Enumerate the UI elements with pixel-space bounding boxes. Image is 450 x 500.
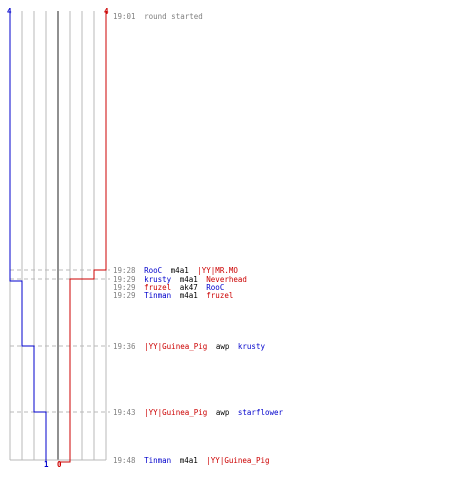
blue-end-count: 1 (44, 460, 49, 469)
event-time: 19:29 (113, 291, 136, 300)
red-start-count: 4 (104, 7, 109, 16)
event-time: 19:36 (113, 342, 136, 351)
svg-text:19:29 krusty m: 19:29 krusty m4a1 Neverhead (113, 275, 247, 284)
red-end-count: 0 (57, 460, 62, 469)
event-row: 19:43 |YY|Guinea_Pig awp starflower (113, 408, 284, 417)
event-killer: |YY|Guinea_Pig (144, 408, 207, 417)
event-killer: krusty (144, 275, 172, 284)
event-killer: Tinman (144, 291, 171, 300)
timeline-grid (9, 11, 107, 461)
event-victim: Neverhead (206, 275, 247, 284)
svg-text:19:48 Tinman m: 19:48 Tinman m4a1 |YY|Guinea_Pig (113, 456, 270, 465)
event-time: 19:29 (113, 275, 136, 284)
event-weapon: awp (216, 408, 230, 417)
svg-text:19:28 RooC m4a: 19:28 RooC m4a1 |YY|MR.MO (113, 266, 238, 275)
event-victim: fruzel (206, 291, 233, 300)
event-time: 19:28 (113, 266, 136, 275)
event-killer: |YY|Guinea_Pig (144, 342, 207, 351)
event-row: 19:28 RooC m4a1 |YY|MR.MO (113, 266, 238, 275)
event-victim: |YY|MR.MO (197, 266, 238, 275)
svg-text:19:01 round started: 19:01 round started (113, 12, 203, 21)
event-weapon: m4a1 (180, 291, 198, 300)
event-row: 19:29 Tinman m4a1 fruzel (113, 291, 233, 300)
event-weapon: ak47 (180, 283, 198, 292)
red-team-alive-line (58, 11, 107, 463)
event-time: 19:43 (113, 408, 136, 417)
event-text: round started (144, 12, 203, 21)
event-weapon: m4a1 (180, 275, 198, 284)
event-row: 19:48 Tinman m4a1 |YY|Guinea_Pig (113, 456, 270, 465)
event-victim: starflower (238, 408, 284, 417)
event-log: 19:01 round started 19:28 RooC m4a1 |YY|… (113, 12, 284, 465)
svg-text:19:43 |YY|Guinea_Pig: 19:43 |YY|Guinea_Pig awp starflower (113, 408, 284, 417)
event-time: 19:48 (113, 456, 136, 465)
event-killer: fruzel (144, 283, 171, 292)
svg-text:19:29 fruzel a: 19:29 fruzel ak47 RooC (113, 283, 224, 292)
event-victim: krusty (238, 342, 266, 351)
event-weapon: m4a1 (180, 456, 198, 465)
event-row: 19:29 krusty m4a1 Neverhead (113, 275, 247, 284)
event-time: 19:01 (113, 12, 136, 21)
event-killer: RooC (144, 266, 162, 275)
blue-team-alive-line (9, 11, 47, 462)
svg-text:19:36 |YY|Guinea_Pig: 19:36 |YY|Guinea_Pig awp krusty (113, 342, 265, 351)
event-victim: RooC (206, 283, 224, 292)
event-victim: |YY|Guinea_Pig (206, 456, 269, 465)
event-weapon: awp (216, 342, 230, 351)
event-connectors (10, 269, 110, 413)
event-weapon: m4a1 (171, 266, 189, 275)
event-row: 19:36 |YY|Guinea_Pig awp krusty (113, 342, 265, 351)
event-row: 19:01 round started (113, 12, 203, 21)
svg-text:19:29 Tinman m: 19:29 Tinman m4a1 fruzel (113, 291, 233, 300)
event-row: 19:29 fruzel ak47 RooC (113, 283, 224, 292)
event-time: 19:29 (113, 283, 136, 292)
event-killer: Tinman (144, 456, 171, 465)
blue-start-count: 4 (7, 7, 12, 16)
